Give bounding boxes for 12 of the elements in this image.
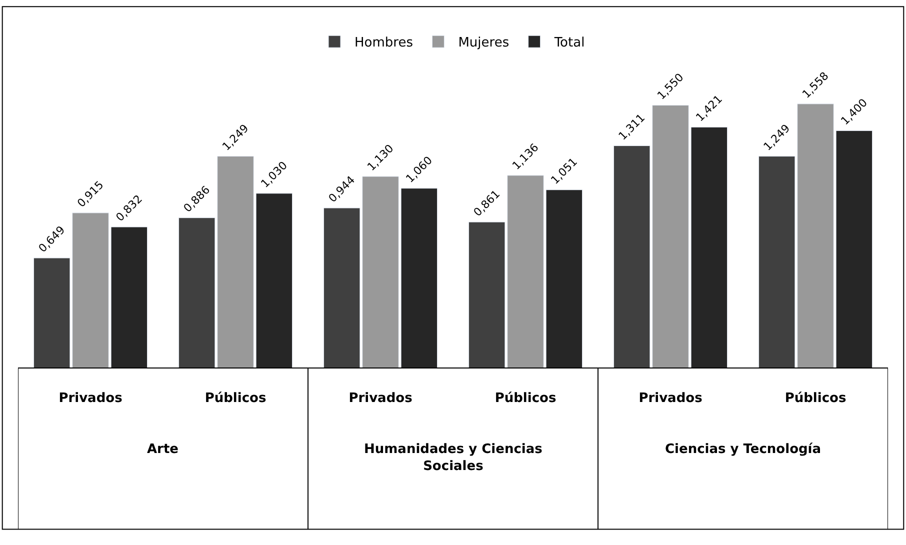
text: Ciencias y Tecnología bbox=[665, 442, 822, 457]
legend-label: Total bbox=[553, 36, 585, 51]
x-tick-label: Privados bbox=[348, 391, 413, 406]
text: Arte bbox=[147, 442, 179, 457]
legend-label: Mujeres bbox=[458, 36, 510, 51]
x-tick-label: Públicos bbox=[204, 391, 266, 406]
x-tick-label: Privados bbox=[58, 391, 123, 406]
legend-label: Hombres bbox=[354, 36, 414, 51]
x-tick-label: Públicos bbox=[784, 391, 846, 406]
text: Humanidades y Ciencias Sociales bbox=[364, 442, 543, 474]
x-tick-label: Públicos bbox=[494, 391, 556, 406]
x-tick-label: Privados bbox=[638, 391, 703, 406]
